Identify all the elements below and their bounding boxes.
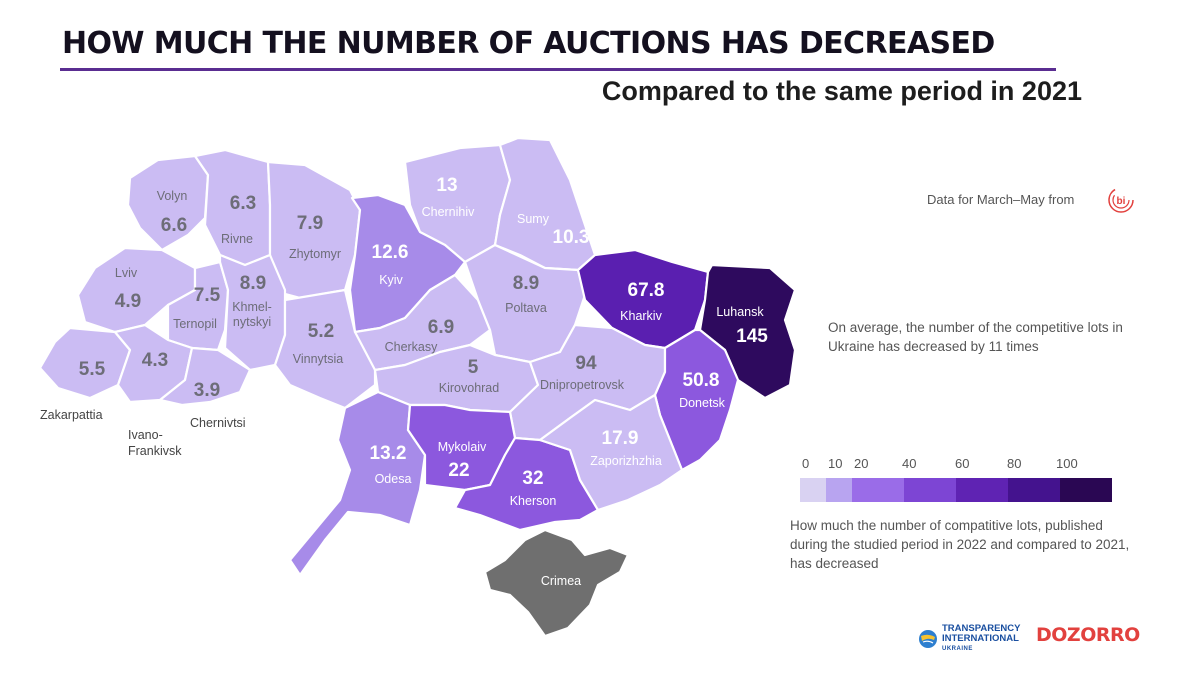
region-sumy[interactable] <box>493 136 597 272</box>
label-zhytomyr-name: Zhytomyr <box>289 247 341 261</box>
label-kyiv-value: 12.6 <box>372 242 409 263</box>
label-zaporizhzhia-name: Zaporizhzhia <box>590 454 662 468</box>
ti-logo-line1: TRANSPARENCY <box>942 623 1021 634</box>
title-underline <box>60 68 1056 71</box>
legend-tick: 60 <box>955 456 970 471</box>
legend-swatch <box>1008 478 1060 502</box>
label-poltava-name: Poltava <box>505 301 547 315</box>
label-dnipropetrovsk-name: Dnipropetrovsk <box>540 378 625 392</box>
label-dnipropetrovsk-value: 94 <box>575 353 597 374</box>
region-volyn[interactable] <box>126 154 210 252</box>
label-luhansk-name: Luhansk <box>716 305 764 319</box>
region-zaporizhzhia[interactable] <box>538 393 684 512</box>
legend-tick: 100 <box>1056 456 1078 471</box>
label-chernihiv-name: Chernihiv <box>422 205 476 219</box>
label-khmelnytskyi-name-1: Khmel- <box>232 300 272 314</box>
label-zakarpattia-value: 5.5 <box>79 359 106 380</box>
page-subtitle: Compared to the same period in 2021 <box>601 76 1082 106</box>
label-donetsk-value: 50.8 <box>683 370 720 391</box>
source-note: Data for March–May from <box>927 192 1075 207</box>
label-ivano-frankivsk-value: 4.3 <box>142 350 168 371</box>
label-zaporizhzhia-value: 17.9 <box>602 428 639 449</box>
legend-color-bar <box>800 478 1130 502</box>
bi-logo-text: bi <box>1117 196 1126 207</box>
legend-tick: 20 <box>854 456 869 471</box>
label-donetsk-name: Donetsk <box>679 396 726 410</box>
bi-logo: bi <box>1108 187 1134 213</box>
globe-icon <box>919 630 937 648</box>
label-mykolaiv-name: Mykolaiv <box>438 440 487 454</box>
region-zhytomyr[interactable] <box>266 160 362 300</box>
label-khmelnytskyi-name-2: nytskyi <box>233 315 271 329</box>
label-kharkiv-value: 67.8 <box>628 280 665 301</box>
label-poltava-value: 8.9 <box>513 273 539 294</box>
transparency-international-logo: TRANSPARENCY INTERNATIONAL UKRAINE <box>918 624 1020 654</box>
label-rivne-value: 6.3 <box>230 193 256 214</box>
label-odesa-value: 13.2 <box>370 443 407 464</box>
label-sumy-name: Sumy <box>517 212 550 226</box>
ti-logo-line2: INTERNATIONAL <box>942 633 1019 644</box>
label-lviv-name: Lviv <box>115 266 138 280</box>
label-rivne-name: Rivne <box>221 232 253 246</box>
legend-tick: 80 <box>1007 456 1022 471</box>
legend-swatch <box>852 478 904 502</box>
label-volyn-value: 6.6 <box>161 215 187 236</box>
label-luhansk-value: 145 <box>736 326 768 347</box>
legend-tick: 10 <box>828 456 843 471</box>
label-crimea-name: Crimea <box>541 574 581 588</box>
label-zakarpattia-name: Zakarpattia <box>40 408 103 422</box>
label-ternopil-name: Ternopil <box>173 317 217 331</box>
legend-swatch <box>904 478 956 502</box>
label-chernihiv-value: 13 <box>436 175 457 196</box>
label-kyiv-name: Kyiv <box>379 273 403 287</box>
page-title: HOW MUCH THE NUMBER OF AUCTIONS HAS DECR… <box>62 26 995 61</box>
label-kharkiv-name: Kharkiv <box>620 309 662 323</box>
legend-swatch <box>800 478 826 502</box>
label-vinnytsia-value: 5.2 <box>308 321 334 342</box>
label-kherson-name: Kherson <box>510 494 557 508</box>
legend-tick: 40 <box>902 456 917 471</box>
legend-swatch <box>956 478 1008 502</box>
label-odesa-name: Odesa <box>375 472 412 486</box>
region-chernivtsi[interactable] <box>158 346 252 407</box>
legend-swatch <box>1060 478 1112 502</box>
label-cherkasy-value: 6.9 <box>428 317 454 338</box>
label-ternopil-value: 7.5 <box>194 285 221 306</box>
label-sumy-value: 10.3 <box>553 227 590 248</box>
label-lviv-value: 4.9 <box>115 291 141 312</box>
ti-logo-line3: UKRAINE <box>942 646 973 652</box>
legend-swatch <box>826 478 852 502</box>
label-kirovohrad-value: 5 <box>468 357 479 378</box>
region-kharkiv[interactable] <box>576 248 710 350</box>
dozorro-logo: DOZORRO <box>1036 624 1140 646</box>
legend-description: How much the number of compatitive lots,… <box>790 518 1130 571</box>
label-ivano-frankivsk-name-2: Frankivsk <box>128 444 182 458</box>
legend: 0 10 20 40 60 80 100 <box>800 456 1130 502</box>
label-mykolaiv-value: 22 <box>448 460 469 481</box>
label-chernivtsi-name: Chernivtsi <box>190 416 246 430</box>
label-chernivtsi-value: 3.9 <box>194 380 220 401</box>
label-cherkasy-name: Cherkasy <box>385 340 439 354</box>
legend-tick: 0 <box>802 456 810 471</box>
region-crimea[interactable] <box>483 528 630 638</box>
label-kirovohrad-name: Kirovohrad <box>439 381 499 395</box>
label-volyn-name: Volyn <box>157 189 188 203</box>
label-ivano-frankivsk-name-1: Ivano- <box>128 428 163 442</box>
average-note: On average, the number of the competitiv… <box>828 320 1123 354</box>
label-kherson-value: 32 <box>522 468 543 489</box>
label-zhytomyr-value: 7.9 <box>297 213 323 234</box>
label-vinnytsia-name: Vinnytsia <box>293 352 344 366</box>
label-khmelnytskyi-value: 8.9 <box>240 273 266 294</box>
legend-ticks: 0 10 20 40 60 80 100 <box>800 456 1130 476</box>
